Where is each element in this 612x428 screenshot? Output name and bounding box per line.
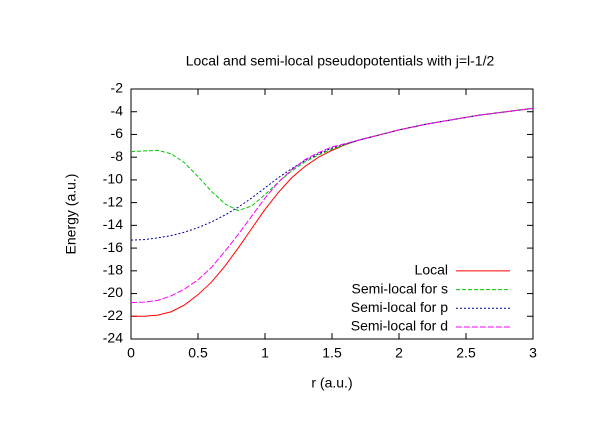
y-tick-label: -2 — [111, 80, 124, 96]
y-tick-label: -8 — [111, 148, 124, 164]
y-tick-label: -18 — [103, 262, 123, 278]
y-tick-label: -24 — [103, 330, 123, 346]
x-tick-label: 3 — [529, 345, 537, 361]
series-line — [130, 107, 534, 212]
x-tick-label: 0.5 — [188, 345, 208, 361]
y-tick-label: -16 — [103, 239, 123, 255]
y-tick-label: -20 — [103, 284, 123, 300]
x-tick-label: 2.5 — [456, 345, 476, 361]
series-line — [130, 107, 534, 304]
chart-title: Local and semi-local pseudopotentials wi… — [186, 53, 495, 69]
plot-border — [130, 88, 534, 340]
x-tick-label: 1.5 — [322, 345, 342, 361]
y-tick-label: -10 — [103, 171, 123, 187]
x-tick-label: 0 — [127, 345, 135, 361]
y-axis-label: Energy (a.u.) — [63, 174, 79, 255]
x-tick-label: 2 — [395, 345, 403, 361]
y-tick-label: -22 — [103, 307, 123, 323]
y-tick-label: -12 — [103, 193, 123, 209]
x-axis-label: r (a.u.) — [311, 375, 352, 391]
y-tick-label: -4 — [111, 102, 124, 118]
y-tick-label: -6 — [111, 125, 124, 141]
legend-label: Local — [415, 262, 448, 278]
x-tick-label: 1 — [261, 345, 269, 361]
y-tick-label: -14 — [103, 216, 123, 232]
legend-label: Semi-local for p — [351, 299, 448, 315]
legend-label: Semi-local for d — [351, 318, 448, 334]
series-line — [131, 107, 534, 317]
series-line — [130, 107, 534, 241]
legend-label: Semi-local for s — [352, 280, 448, 296]
